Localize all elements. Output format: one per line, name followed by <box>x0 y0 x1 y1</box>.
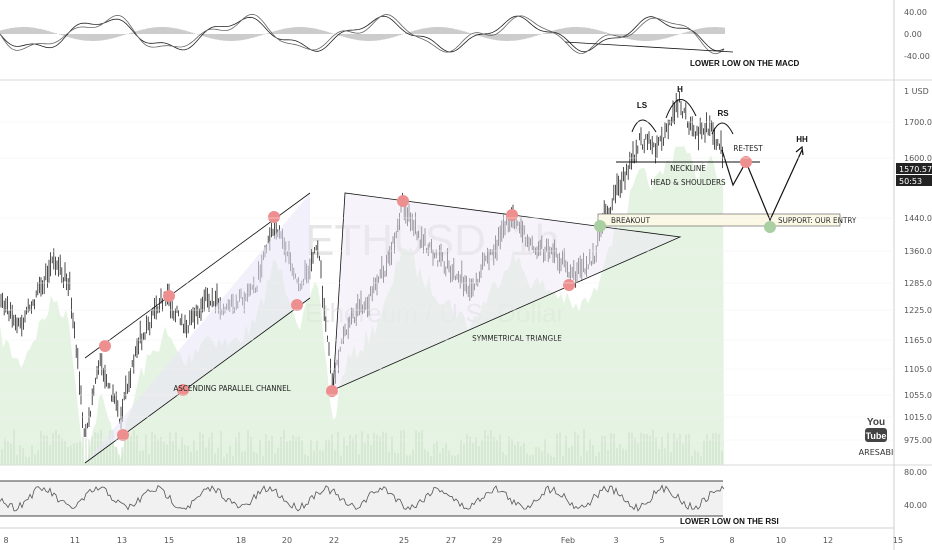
channel-fill <box>85 193 310 463</box>
macd-tick: 0.00 <box>904 30 922 39</box>
price-tick: 1285.00 <box>904 279 932 288</box>
head-label: H <box>677 85 683 94</box>
touch-point <box>268 211 280 223</box>
time-tick: 3 <box>613 536 618 545</box>
left-shoulder-arc <box>631 119 657 133</box>
time-tick: 25 <box>399 536 409 545</box>
triangle-fill <box>333 193 680 390</box>
time-tick: 15 <box>164 536 174 545</box>
macd-annotation: LOWER LOW ON THE MACD <box>690 59 800 68</box>
price-tick: 1440.00 <box>904 214 932 223</box>
price-tick: 1360.00 <box>904 247 932 256</box>
projection-path <box>721 149 803 222</box>
breakout-point <box>594 220 606 232</box>
time-tick: 15 <box>893 536 903 545</box>
support-zone <box>597 213 841 227</box>
rs-label: RS <box>717 109 729 118</box>
touch-point <box>326 385 338 397</box>
price-tick: 1600.00 <box>904 154 932 163</box>
logo-bottom: Tube <box>866 431 887 441</box>
author-label: ARESABI <box>859 448 894 457</box>
sub-axes: 40.00 0.00 -40.00 80.00 40.00 <box>904 8 930 510</box>
target-label: HH <box>796 135 808 144</box>
price-tick: 1165.00 <box>904 336 932 345</box>
touch-point <box>397 195 409 207</box>
time-tick: 18 <box>236 536 246 545</box>
price-tick: 1105.00 <box>904 365 932 374</box>
time-tick: 8 <box>729 536 734 545</box>
time-tick: 20 <box>282 536 292 545</box>
rsi-line <box>0 484 725 512</box>
countdown-value: 50:53 <box>899 177 922 186</box>
retest-label: RE-TEST <box>733 144 763 153</box>
time-tick: 29 <box>492 536 502 545</box>
logo-box <box>865 428 887 442</box>
logo-top: You <box>867 417 885 428</box>
touch-point <box>506 209 518 221</box>
rsi-series <box>0 484 725 512</box>
time-tick: 13 <box>117 536 127 545</box>
price-tick: 1055.00 <box>904 391 932 400</box>
time-axis: 8 11 13 15 18 20 22 25 27 29 Feb 3 5 8 10 12 15 <box>3 536 903 545</box>
price-tick: 1225.00 <box>904 306 932 315</box>
price-tick: 1700.00 <box>904 118 932 127</box>
rsi-tick: 40.00 <box>904 501 927 510</box>
touch-point <box>177 384 189 396</box>
ls-label: LS <box>637 101 648 110</box>
time-tick: 5 <box>659 536 664 545</box>
countdown-badge <box>896 175 932 186</box>
time-tick: 12 <box>823 536 833 545</box>
touch-point <box>163 290 175 302</box>
price-tick: 975.00 <box>904 436 932 445</box>
time-tick: Feb <box>561 536 575 545</box>
touch-point <box>291 299 303 311</box>
hs-label: HEAD & SHOULDERS <box>650 178 726 187</box>
support-label: SUPPORT: OUR ENTRY <box>778 216 857 225</box>
price-axis: 1700.00 1600.00 1440.00 1360.00 1285.00 1225.… <box>0 118 932 445</box>
macd-tick: -40.00 <box>904 52 930 61</box>
price-unit-label: 1 USD <box>904 87 929 96</box>
entry-point <box>764 221 776 233</box>
rsi-band <box>0 481 723 516</box>
target-arrow <box>795 145 804 156</box>
time-tick: 10 <box>776 536 786 545</box>
last-price-badge <box>896 163 932 174</box>
time-tick: 8 <box>3 536 8 545</box>
rsi-annotation: LOWER LOW ON THE RSI <box>680 517 779 526</box>
triangle-label: SYMMETRICAL TRIANGLE <box>472 334 562 343</box>
rsi-tick: 80.00 <box>904 468 927 477</box>
macd-tick: 40.00 <box>904 8 927 17</box>
macd-panel <box>0 13 725 55</box>
last-price-value: 1570.57 <box>899 165 932 174</box>
signal-line <box>0 13 725 55</box>
touch-point <box>99 340 111 352</box>
time-tick: 22 <box>329 536 339 545</box>
channel-label: ASCENDING PARALLEL CHANNEL <box>173 384 290 393</box>
right-shoulder-arc <box>711 122 734 135</box>
time-tick: 11 <box>70 536 80 545</box>
macd-trendline <box>564 41 734 53</box>
touch-point <box>117 429 129 441</box>
retest-point <box>740 156 752 168</box>
touch-point <box>563 279 575 291</box>
price-tick: 1015.00 <box>904 413 932 422</box>
breakout-label: BREAKOUT <box>611 216 651 225</box>
neckline-label: NECKLINE <box>670 164 706 173</box>
head-arc <box>665 99 697 119</box>
macd-line <box>0 15 725 53</box>
time-tick: 27 <box>446 536 456 545</box>
